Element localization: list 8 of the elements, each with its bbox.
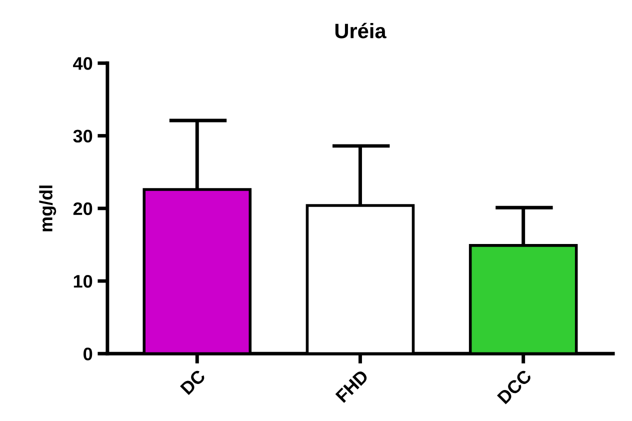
chart-title: Uréia	[335, 22, 386, 38]
y-tick-label: 30	[73, 130, 92, 143]
y-tick-label: 20	[73, 202, 92, 216]
y-tick-label: 0	[84, 348, 92, 360]
x-tick-label: DC	[180, 368, 206, 396]
y-axis-title: mg/dl	[39, 186, 56, 232]
y-tick-label: 40	[73, 57, 92, 70]
y-tick-label: 10	[74, 274, 92, 288]
